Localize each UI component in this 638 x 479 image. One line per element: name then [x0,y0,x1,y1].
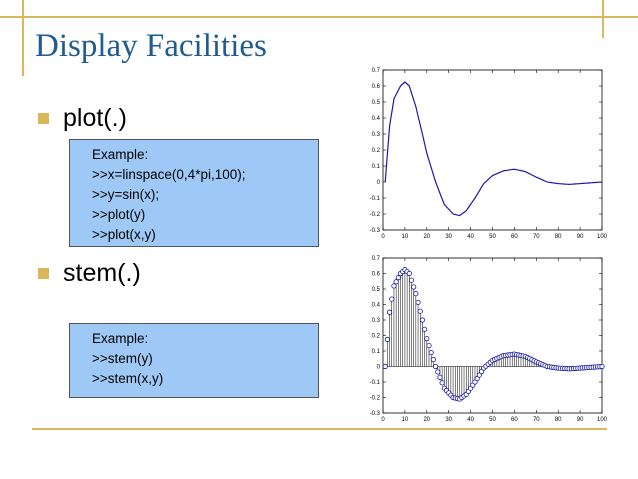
stem-marker [408,277,415,283]
y-tick-label: -0.3 [370,411,381,417]
x-tick-label: 100 [597,417,608,423]
stem-marker [435,369,441,375]
y-tick-label: 0 [377,180,381,186]
stem-marker [411,284,417,290]
example-line: Example: [92,147,149,162]
x-tick-label: 10 [402,417,409,423]
y-tick-label: 0.6 [372,84,381,90]
x-tick-label: 80 [555,417,562,423]
stem-marker [395,275,401,281]
x-tick-label: 30 [445,234,452,240]
y-tick-label: 0.3 [372,132,381,138]
stem-marker [413,291,419,297]
stem-marker [386,309,393,315]
bullet-label: plot(.) [63,104,127,132]
bullet-square-icon [38,113,49,124]
x-tick-label: 90 [577,234,584,240]
y-tick-label: 0.4 [372,116,381,122]
series-line [384,81,603,217]
x-tick-label: 10 [402,234,409,240]
stem-marker [406,270,412,277]
stem-marker [382,363,388,370]
stem-marker [391,283,397,289]
bullet-plot: plot(.) [38,104,127,133]
x-tick-label: 100 [597,234,608,240]
stem-chart: -0.3 -0.2 -0.1 0 0.1 0.2 0.3 0.4 0.5 0.6 0.7 0 10 20 3… [370,256,608,423]
top-rule [0,16,638,18]
x-tick-label: 40 [467,417,474,423]
y-tick-label: -0.2 [370,396,381,402]
y-tick-label: 0.2 [372,148,381,154]
bullet-square-icon [38,268,49,279]
y-tick-label: 0.1 [372,349,381,355]
x-tick-label: 70 [533,417,540,423]
stem-marker [424,336,430,342]
x-tick-label: 0 [381,417,385,423]
bottom-rule [32,428,607,430]
stem-marker [428,349,434,356]
left-rule [22,0,24,76]
example-line: >>stem(y) [92,351,153,366]
x-tick-label: 50 [489,417,496,423]
y-tick-label: 0 [377,365,381,371]
y-tick-label: 0.7 [372,256,381,262]
x-tick-label: 50 [489,234,496,240]
example-line: >>plot(x,y) [92,227,156,242]
y-tick-label: 0.4 [372,303,381,309]
stem-marker [422,326,428,332]
stem-marker [415,299,421,306]
bullet-label: stem(.) [63,259,141,287]
stem-marker [599,363,605,370]
stem-marker [417,308,423,314]
stem-marker [426,342,432,349]
x-tick-label: 0 [381,234,385,240]
y-tick-label: 0.6 [372,272,381,278]
stem-marker [432,363,439,370]
y-tick-label: 0.1 [372,164,381,170]
x-tick-label: 70 [533,234,540,240]
plot-frame [382,69,603,231]
y-tick-label: 0.3 [372,318,381,324]
stem-marker [437,374,443,380]
example-line: >>stem(x,y) [92,371,164,386]
example-line: >>x=linspace(0,4*pi,100); [92,167,246,182]
example-box-plot: Example: >>x=linspace(0,4*pi,100); >>y=s… [69,139,319,247]
y-tick-label: -0.3 [370,228,381,234]
y-tick-label: 0.5 [372,287,381,293]
y-tick-label: 0.2 [372,334,381,340]
right-rule [602,0,604,38]
example-line: Example: [92,331,149,346]
example-line: >>plot(y) [92,207,146,222]
y-tick-label: 0.5 [372,100,381,106]
stem-marker [389,296,395,302]
x-tick-label: 60 [511,417,518,423]
x-tick-label: 20 [423,417,430,423]
stem-marker [430,356,436,363]
example-box-stem: Example: >>stem(y) >>stem(x,y) [69,323,319,398]
stem-marker [439,380,445,386]
stem-marker [393,279,399,285]
x-tick-label: 30 [445,417,452,423]
stem-marker [419,317,426,323]
x-tick-label: 90 [577,417,584,423]
y-tick-label: -0.2 [370,212,381,218]
y-tick-label: -0.1 [370,196,381,202]
x-tick-label: 40 [467,234,474,240]
slide-title: Display Facilities [35,28,267,64]
stem-marker [384,336,390,342]
x-tick-label: 60 [511,234,518,240]
plot-chart: -0.3 -0.2 -0.1 0 0.1 0.2 0.3 0.4 0.5 0.6 0.7 0 10 20 3… [370,68,608,240]
x-tick-label: 20 [423,234,430,240]
bullet-stem: stem(.) [38,259,141,288]
x-tick-label: 80 [555,234,562,240]
example-line: >>y=sin(x); [92,187,160,202]
y-tick-label: -0.1 [370,380,381,386]
y-tick-label: 0.7 [372,68,381,74]
